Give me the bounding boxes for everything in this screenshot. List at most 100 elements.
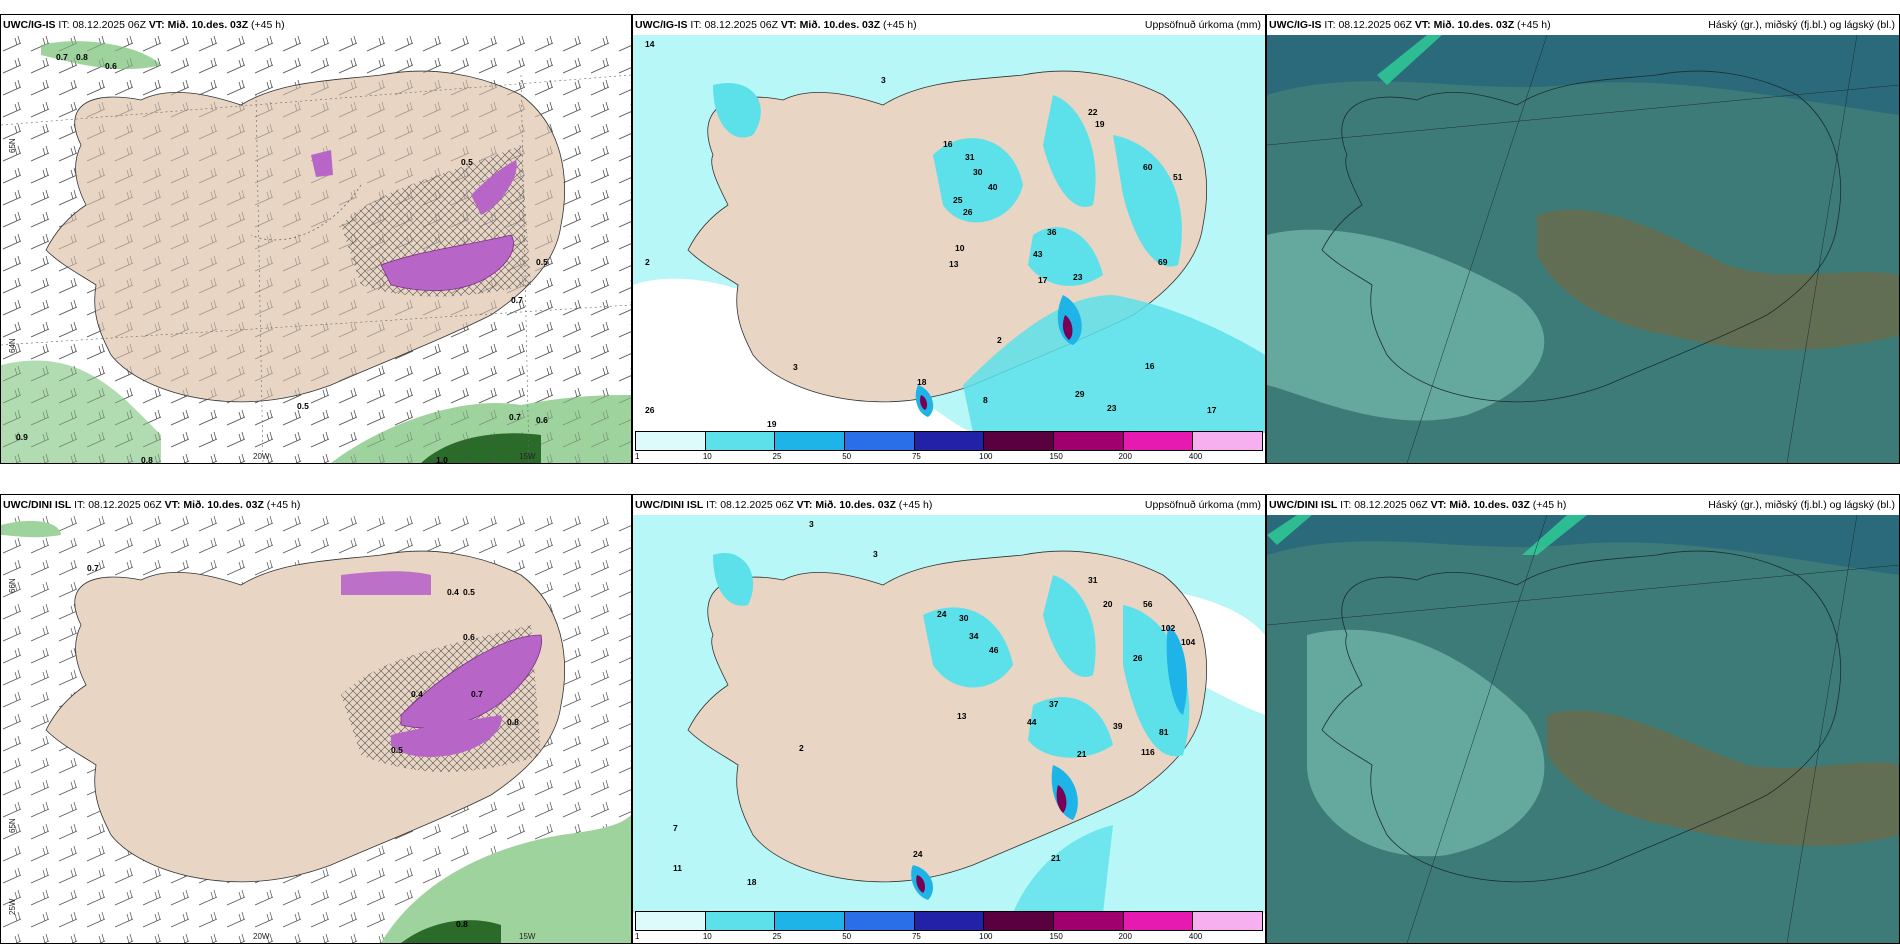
colorbar-labels: 1 10 25 50 75 100 150 200 400 xyxy=(635,931,1263,943)
value-label: 0.8 xyxy=(76,52,88,62)
value-label: 19 xyxy=(1095,119,1105,129)
value-label: 0.6 xyxy=(105,61,117,71)
grid-label: 64N xyxy=(8,338,17,353)
value-label: 0.6 xyxy=(463,632,475,642)
value-label: 16 xyxy=(1145,361,1155,371)
value-label: 1.0 xyxy=(436,455,448,463)
panel-title: Uppsöfnuð úrkoma (mm) xyxy=(1144,19,1261,31)
colorbar-tick: 10 xyxy=(702,452,712,461)
value-label: 18 xyxy=(747,877,757,887)
value-label: 19 xyxy=(767,419,777,429)
panel-header: UWC/IG-IS IT: 08.12.2025 06Z VT: Mið. 10… xyxy=(1267,15,1899,35)
value-label: 21 xyxy=(1051,853,1061,863)
value-label: 31 xyxy=(1088,575,1098,585)
colorbar-tick: 75 xyxy=(911,452,921,461)
value-label: 16 xyxy=(943,139,953,149)
value-label: 26 xyxy=(963,207,973,217)
panel-igis-clouds: UWC/IG-IS IT: 08.12.2025 06Z VT: Mið. 10… xyxy=(1266,14,1900,464)
colorbar-tick: 25 xyxy=(772,452,782,461)
grid-label: 65N xyxy=(8,818,17,833)
value-label: 0.8 xyxy=(141,455,153,463)
value-label: 18 xyxy=(917,377,927,387)
panel-igis-wind: UWC/IG-IS IT: 08.12.2025 06Z VT: Mið. 10… xyxy=(0,14,632,464)
grid-label: 20W xyxy=(253,452,270,461)
value-label: 23 xyxy=(1107,403,1117,413)
value-label: 0.5 xyxy=(463,587,475,597)
panel-header: UWC/IG-IS IT: 08.12.2025 06Z VT: Mið. 10… xyxy=(633,15,1265,35)
value-label: 51 xyxy=(1173,172,1183,182)
value-label: 21 xyxy=(1077,749,1087,759)
value-label: 0.7 xyxy=(511,295,523,305)
wind-snow-map[interactable]: 65N 64N 20W 15W 0.7 0.8 0.6 0.5 0.5 0.7 … xyxy=(1,35,631,463)
value-label: 44 xyxy=(1027,717,1037,727)
value-label: 0.7 xyxy=(509,412,521,422)
value-label: 2 xyxy=(997,335,1002,345)
value-label: 0.7 xyxy=(56,52,68,62)
value-label: 39 xyxy=(1113,721,1123,731)
colorbar-tick: 400 xyxy=(1188,452,1203,461)
grid-label: 15W xyxy=(519,932,536,941)
value-label: 0.4 xyxy=(411,689,423,699)
value-label: 0.5 xyxy=(391,745,403,755)
colorbar-tick: 150 xyxy=(1049,452,1063,461)
value-label: 17 xyxy=(1207,405,1217,415)
value-label: 30 xyxy=(973,167,983,177)
cloud-map[interactable] xyxy=(1267,35,1899,463)
colorbar-tick: 200 xyxy=(1118,932,1132,941)
grid-label: 20W xyxy=(253,932,270,941)
value-label: 36 xyxy=(1047,227,1057,237)
value-label: 24 xyxy=(913,849,923,859)
value-label: 37 xyxy=(1049,699,1059,709)
value-label: 0.7 xyxy=(87,563,99,573)
colorbar-tick: 50 xyxy=(842,932,852,941)
colorbar xyxy=(635,431,1263,451)
panel-header: UWC/DINI ISL IT: 08.12.2025 06Z VT: Mið.… xyxy=(633,495,1265,515)
value-label: 24 xyxy=(937,609,947,619)
value-label: 3 xyxy=(793,362,798,372)
panel-igis-precip: UWC/IG-IS IT: 08.12.2025 06Z VT: Mið. 10… xyxy=(632,14,1266,464)
value-label: 0.8 xyxy=(507,717,519,727)
panel-dini-wind: UWC/DINI ISL IT: 08.12.2025 06Z VT: Mið.… xyxy=(0,494,632,944)
colorbar-tick: 1 xyxy=(635,932,640,941)
value-label: 13 xyxy=(957,711,967,721)
grid-label: 15W xyxy=(519,452,536,461)
value-label: 2 xyxy=(645,257,650,267)
grid-label: 25W xyxy=(8,898,17,915)
cloud-map[interactable] xyxy=(1267,515,1899,943)
value-label: 0.5 xyxy=(297,401,309,411)
value-label: 17 xyxy=(1038,275,1048,285)
value-label: 104 xyxy=(1181,637,1195,647)
precip-map[interactable]: 14 3 2 3 22 19 16 31 30 40 25 26 43 36 1… xyxy=(633,35,1265,433)
value-label: 46 xyxy=(989,645,999,655)
value-label: 31 xyxy=(965,152,975,162)
value-label: 29 xyxy=(1075,389,1085,399)
value-label: 116 xyxy=(1141,747,1155,757)
value-label: 23 xyxy=(1073,272,1083,282)
panel-title: Háský (gr.), miðský (fj.bl.) og lágský (… xyxy=(1708,19,1895,31)
value-label: 8 xyxy=(983,395,988,405)
value-label: 34 xyxy=(969,631,979,641)
precip-map[interactable]: 3 3 24 30 34 46 20 31 56 102 104 26 37 4… xyxy=(633,515,1265,913)
panel-title: Háský (gr.), miðský (fj.bl.) og lágský (… xyxy=(1708,499,1895,511)
colorbar-tick: 50 xyxy=(842,452,852,461)
value-label: 0.7 xyxy=(471,689,483,699)
value-label: 102 xyxy=(1161,623,1175,633)
colorbar-tick: 200 xyxy=(1118,452,1132,461)
value-label: 13 xyxy=(949,259,959,269)
colorbar-tick: 1 xyxy=(635,452,640,461)
panel-header: UWC/IG-IS IT: 08.12.2025 06Z VT: Mið. 10… xyxy=(3,19,285,31)
value-label: 22 xyxy=(1088,107,1098,117)
value-label: 56 xyxy=(1143,599,1153,609)
value-label: 69 xyxy=(1158,257,1168,267)
value-label: 60 xyxy=(1143,162,1153,172)
wind-snow-map[interactable]: 66N 65N 25W 20W 15W 0.7 0.4 0.5 0.6 0.8 … xyxy=(1,515,631,943)
colorbar-tick: 10 xyxy=(702,932,712,941)
value-label: 30 xyxy=(959,613,969,623)
colorbar-labels: 1 10 25 50 75 100 150 200 400 xyxy=(635,451,1263,463)
panel-dini-clouds: UWC/DINI ISL IT: 08.12.2025 06Z VT: Mið.… xyxy=(1266,494,1900,944)
value-label: 25 xyxy=(953,195,963,205)
value-label: 3 xyxy=(809,519,814,529)
colorbar-tick: 25 xyxy=(772,932,782,941)
value-label: 14 xyxy=(645,39,655,49)
value-label: 43 xyxy=(1033,249,1043,259)
